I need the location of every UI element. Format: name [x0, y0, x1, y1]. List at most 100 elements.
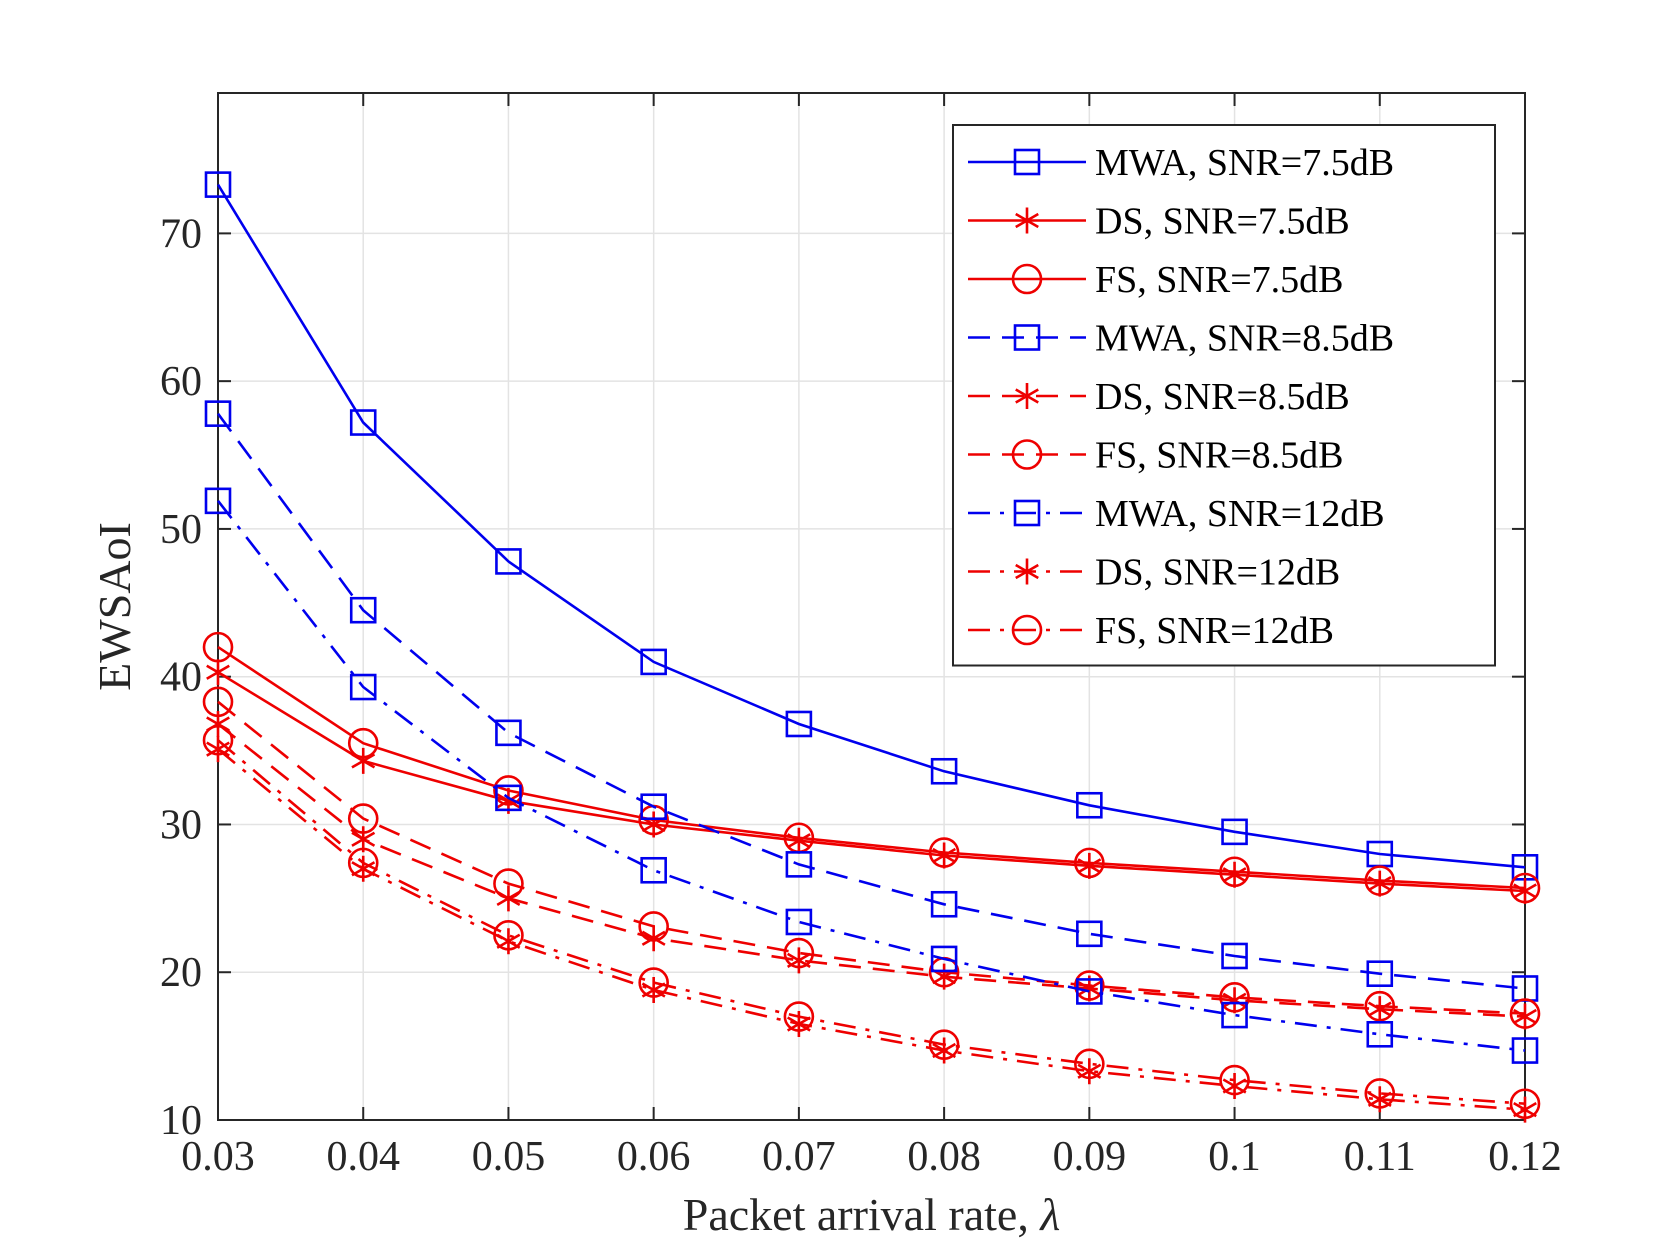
data-point-square	[1366, 1020, 1394, 1048]
data-point-square	[1511, 1037, 1539, 1064]
data-point-square	[495, 719, 522, 747]
data-point-square	[785, 908, 813, 936]
data-point-square	[1076, 791, 1103, 819]
y-tick-label: 60	[160, 359, 202, 405]
data-point-square	[349, 409, 377, 436]
legend-item: MWA, SNR=7.5dB	[968, 142, 1394, 184]
legend-marker-circle	[1011, 263, 1043, 295]
data-point-circle	[638, 911, 669, 942]
x-tick-label: 0.07	[762, 1134, 836, 1180]
data-point-circle	[1074, 847, 1105, 879]
data-point-square	[640, 793, 667, 821]
data-point-circle	[202, 631, 234, 663]
legend-label: MWA, SNR=7.5dB	[1095, 142, 1394, 184]
data-point-circle	[493, 775, 524, 806]
legend-item: DS, SNR=8.5dB	[968, 376, 1350, 418]
legend-item: FS, SNR=8.5dB	[968, 435, 1343, 477]
y-tick-label: 50	[160, 507, 202, 553]
x-tick-label: 0.08	[907, 1134, 981, 1180]
data-point-circle	[783, 1001, 815, 1032]
plot-area-frame	[217, 92, 1526, 1121]
x-axis-label-text: Packet arrival rate,	[683, 1189, 1041, 1240]
series-line	[217, 739, 1526, 1105]
data-point-circle	[1364, 865, 1396, 896]
data-point-square	[930, 945, 958, 973]
legend-marker-asterisk	[1015, 383, 1039, 409]
y-tick-label: 40	[160, 655, 202, 701]
data-series	[202, 171, 1541, 1123]
legend-label: DS, SNR=7.5dB	[1095, 201, 1350, 243]
data-point-square	[785, 851, 813, 878]
x-tick-label: 0.09	[1053, 1134, 1127, 1180]
legend-marker-asterisk	[1015, 558, 1039, 585]
data-point-circle	[1074, 970, 1105, 1001]
x-tick-label: 0.04	[326, 1134, 400, 1180]
legend-label: DS, SNR=12dB	[1095, 552, 1340, 594]
data-point-circle	[1509, 872, 1541, 904]
legend-marker-square	[1013, 148, 1041, 176]
x-tick-label: 0.05	[472, 1134, 546, 1180]
y-axis-label: EWSAoI	[89, 522, 140, 691]
data-point-square	[1076, 978, 1103, 1005]
data-point-square	[640, 856, 667, 884]
data-point-circle	[1219, 1064, 1250, 1096]
data-point-asterisk	[206, 659, 230, 686]
legend-item: DS, SNR=7.5dB	[968, 201, 1350, 243]
data-point-square	[204, 400, 232, 427]
data-point-circle	[928, 1029, 960, 1060]
data-point-circle	[202, 686, 234, 718]
data-point-circle	[202, 724, 234, 756]
data-point-square	[1221, 818, 1248, 846]
legend-marker-asterisk	[1015, 207, 1039, 234]
legend-item: DS, SNR=12dB	[968, 552, 1340, 594]
legend-item: FS, SNR=7.5dB	[968, 259, 1343, 301]
data-point-asterisk	[641, 925, 666, 952]
series-line	[216, 500, 1526, 1052]
data-point-square	[204, 171, 232, 198]
data-point-square	[1076, 920, 1103, 948]
legend-label: FS, SNR=12dB	[1095, 610, 1334, 652]
data-point-circle	[347, 727, 379, 759]
data-point-circle	[347, 847, 379, 879]
legend-marker-square	[1013, 324, 1041, 351]
legend-marker-square	[1013, 499, 1041, 527]
data-point-square	[930, 757, 958, 785]
legend-item: MWA, SNR=12dB	[968, 493, 1385, 535]
data-point-circle	[1364, 990, 1396, 1022]
y-tick-label: 30	[160, 802, 202, 848]
data-point-square	[1221, 942, 1248, 970]
data-point-square	[349, 596, 377, 624]
data-point-square	[1221, 1001, 1248, 1029]
series-5	[202, 686, 1541, 1029]
data-point-circle	[1074, 1048, 1105, 1080]
data-point-square	[785, 710, 813, 738]
data-point-square	[495, 784, 522, 812]
series-line	[217, 646, 1526, 890]
series-8	[202, 724, 1541, 1120]
series-line	[217, 671, 1526, 893]
data-point-square	[495, 548, 522, 575]
x-tick-label: 0.12	[1488, 1134, 1562, 1180]
data-point-circle	[493, 868, 524, 899]
y-tick-label: 70	[160, 211, 202, 257]
legend-label: MWA, SNR=8.5dB	[1095, 318, 1394, 360]
y-axis-tick-labels: 10 20 30 40 50 60 70	[160, 211, 202, 1144]
series-6	[204, 487, 1539, 1064]
data-point-circle	[783, 937, 815, 969]
y-tick-label: 20	[160, 950, 202, 996]
data-point-circle	[1364, 1078, 1396, 1109]
data-point-circle	[1509, 1088, 1541, 1120]
legend-marker-circle	[1011, 439, 1043, 470]
data-point-circle	[1219, 982, 1250, 1013]
series-3	[204, 400, 1539, 1002]
legend-item: FS, SNR=12dB	[968, 610, 1334, 652]
series-line	[217, 700, 1526, 1015]
legend-label: MWA, SNR=12dB	[1095, 493, 1385, 535]
legend: MWA, SNR=7.5dB DS, SNR=7.5dB FS, SNR=7.5dB…	[952, 124, 1496, 667]
series-line	[216, 183, 1526, 869]
data-point-asterisk	[1367, 996, 1392, 1023]
data-point-square	[204, 487, 232, 515]
data-point-circle	[928, 837, 960, 868]
data-point-circle	[1219, 856, 1250, 888]
data-point-square	[1366, 960, 1394, 988]
